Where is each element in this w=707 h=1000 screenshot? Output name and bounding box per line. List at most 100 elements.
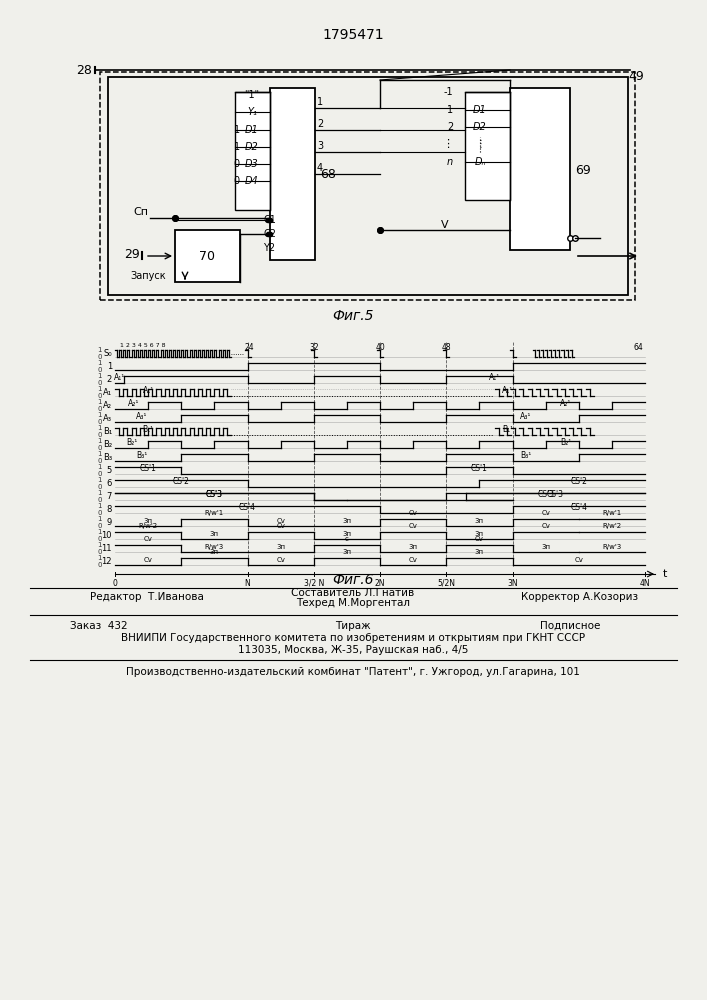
Text: 9: 9 bbox=[107, 518, 112, 527]
Text: 3/2 N: 3/2 N bbox=[303, 579, 324, 588]
Text: 0: 0 bbox=[98, 458, 102, 464]
Text: Запуск: Запуск bbox=[130, 271, 165, 281]
Text: ⋮: ⋮ bbox=[475, 139, 485, 149]
Text: Техред М.Моргентал: Техред М.Моргентал bbox=[296, 598, 410, 608]
Text: Редактор  Т.Иванова: Редактор Т.Иванова bbox=[90, 592, 204, 602]
Text: 3п: 3п bbox=[475, 518, 484, 524]
Text: Cv: Cv bbox=[276, 518, 285, 524]
Text: 2N: 2N bbox=[375, 579, 385, 588]
Text: C̄S̄'4: C̄S̄'4 bbox=[239, 503, 256, 512]
Text: A₃¹: A₃¹ bbox=[520, 412, 532, 421]
Text: Cv: Cv bbox=[574, 557, 583, 563]
Text: C̄S̄'3: C̄S̄'3 bbox=[547, 490, 564, 499]
Text: Y₁: Y₁ bbox=[247, 107, 257, 117]
Text: C̄S̄'3: C̄S̄'3 bbox=[537, 490, 554, 499]
Text: 3п: 3п bbox=[475, 549, 484, 555]
Text: Корректор А.Козориз: Корректор А.Козориз bbox=[522, 592, 638, 602]
Text: Cv: Cv bbox=[541, 523, 550, 529]
Text: R/w'1: R/w'1 bbox=[602, 510, 621, 516]
Text: 1: 1 bbox=[98, 542, 102, 548]
Text: D1: D1 bbox=[473, 105, 487, 115]
Text: C̄S̄'1: C̄S̄'1 bbox=[471, 464, 488, 473]
Text: 0: 0 bbox=[98, 562, 102, 568]
Text: 0: 0 bbox=[98, 536, 102, 542]
Text: 68: 68 bbox=[320, 167, 336, 180]
Text: 3п: 3п bbox=[409, 544, 418, 550]
Text: B₃: B₃ bbox=[103, 453, 112, 462]
Text: A₂: A₂ bbox=[103, 401, 112, 410]
Text: A₁¹: A₁¹ bbox=[489, 373, 500, 382]
Text: 3п: 3п bbox=[342, 549, 351, 555]
Text: 1: 1 bbox=[98, 529, 102, 535]
Text: 1: 1 bbox=[98, 360, 102, 366]
Text: 10: 10 bbox=[102, 531, 112, 540]
Text: Фиг.6: Фиг.6 bbox=[332, 573, 374, 587]
Text: 0: 0 bbox=[98, 484, 102, 490]
Text: C̄S̄'3: C̄S̄'3 bbox=[206, 490, 223, 499]
Text: 0: 0 bbox=[98, 367, 102, 373]
Text: 1: 1 bbox=[98, 399, 102, 405]
Text: C̄S̄'2: C̄S̄'2 bbox=[173, 477, 189, 486]
Text: 1: 1 bbox=[234, 142, 240, 152]
Text: A₁¹: A₁¹ bbox=[114, 373, 125, 382]
Bar bbox=[175, 230, 240, 282]
Text: 1: 1 bbox=[98, 386, 102, 392]
Text: 4: 4 bbox=[317, 163, 323, 173]
Bar bbox=[270, 88, 315, 260]
Text: 11: 11 bbox=[102, 544, 112, 553]
Text: Фиг.5: Фиг.5 bbox=[332, 309, 374, 323]
Text: 49: 49 bbox=[628, 70, 644, 83]
Text: 0: 0 bbox=[98, 432, 102, 438]
Text: R/w'2: R/w'2 bbox=[602, 523, 621, 529]
Text: 1: 1 bbox=[317, 97, 323, 107]
Text: B₃¹: B₃¹ bbox=[520, 451, 532, 460]
Text: n: n bbox=[447, 157, 453, 167]
Text: 0: 0 bbox=[98, 445, 102, 451]
Text: 2: 2 bbox=[107, 375, 112, 384]
Text: D3: D3 bbox=[245, 159, 259, 169]
Text: 5: 5 bbox=[107, 466, 112, 475]
Text: V: V bbox=[441, 220, 449, 230]
Text: Cv: Cv bbox=[144, 557, 153, 563]
Text: 48: 48 bbox=[441, 343, 451, 352]
Text: A₃: A₃ bbox=[103, 414, 112, 423]
Bar bbox=[510, 88, 570, 250]
Text: R/w'1: R/w'1 bbox=[205, 510, 224, 516]
Text: 4N: 4N bbox=[640, 579, 650, 588]
Text: Производственно-издательский комбинат "Патент", г. Ужгород, ул.Гагарина, 101: Производственно-издательский комбинат "П… bbox=[126, 667, 580, 677]
Text: 64: 64 bbox=[633, 343, 643, 352]
Text: B₃¹: B₃¹ bbox=[136, 451, 147, 460]
Text: D4: D4 bbox=[245, 176, 259, 186]
Text: R/w'2: R/w'2 bbox=[139, 523, 158, 529]
Text: 1795471: 1795471 bbox=[322, 28, 384, 42]
Text: Тираж: Тираж bbox=[335, 621, 370, 631]
Text: 0: 0 bbox=[98, 471, 102, 477]
Text: 0: 0 bbox=[98, 393, 102, 399]
Text: 2: 2 bbox=[317, 119, 323, 129]
Text: Dₙ: Dₙ bbox=[474, 157, 486, 167]
Text: 0: 0 bbox=[98, 354, 102, 360]
Text: 8: 8 bbox=[107, 505, 112, 514]
Text: 69: 69 bbox=[575, 163, 591, 176]
Text: 1: 1 bbox=[98, 516, 102, 522]
Text: 1: 1 bbox=[98, 373, 102, 379]
Text: 1: 1 bbox=[98, 451, 102, 457]
Text: 0: 0 bbox=[98, 549, 102, 555]
Text: Cv: Cv bbox=[409, 557, 418, 563]
Text: 3п: 3п bbox=[276, 544, 285, 550]
Text: 0: 0 bbox=[234, 176, 240, 186]
Text: 12: 12 bbox=[102, 557, 112, 566]
Text: -1: -1 bbox=[443, 87, 453, 97]
Text: 70: 70 bbox=[199, 249, 215, 262]
Bar bbox=[108, 77, 628, 295]
Text: 3п: 3п bbox=[210, 549, 219, 555]
Text: 29: 29 bbox=[124, 248, 140, 261]
Text: A₃¹: A₃¹ bbox=[136, 412, 147, 421]
Text: 1: 1 bbox=[447, 105, 453, 115]
Text: 7: 7 bbox=[107, 492, 112, 501]
Bar bbox=[100, 72, 635, 300]
Text: Cv: Cv bbox=[475, 536, 484, 542]
Text: A₁¹: A₁¹ bbox=[143, 386, 153, 395]
Text: 0: 0 bbox=[112, 579, 117, 588]
Text: D2: D2 bbox=[245, 142, 259, 152]
